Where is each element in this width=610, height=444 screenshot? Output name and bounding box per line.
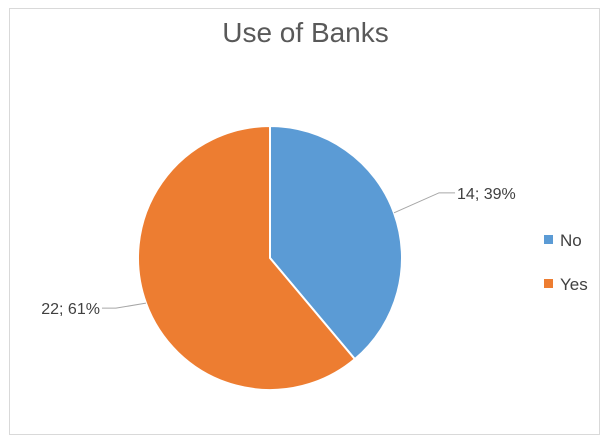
legend-label-yes: Yes — [560, 275, 588, 294]
data-label-yes: 22; 61% — [41, 301, 100, 318]
legend-label-no: No — [560, 231, 582, 250]
pie-slice-yes — [137, 124, 357, 391]
leader-line-no — [393, 192, 456, 214]
pie-slices — [137, 124, 403, 391]
leader-line-yes — [101, 302, 147, 309]
data-label-no: 14; 39% — [457, 186, 516, 203]
legend-swatch-no — [544, 235, 553, 244]
legend: No Yes — [544, 231, 588, 294]
legend-swatch-yes — [544, 279, 553, 288]
chart-title: Use of Banks — [222, 17, 389, 48]
data-labels: 14; 39% 22; 61% — [41, 186, 516, 318]
